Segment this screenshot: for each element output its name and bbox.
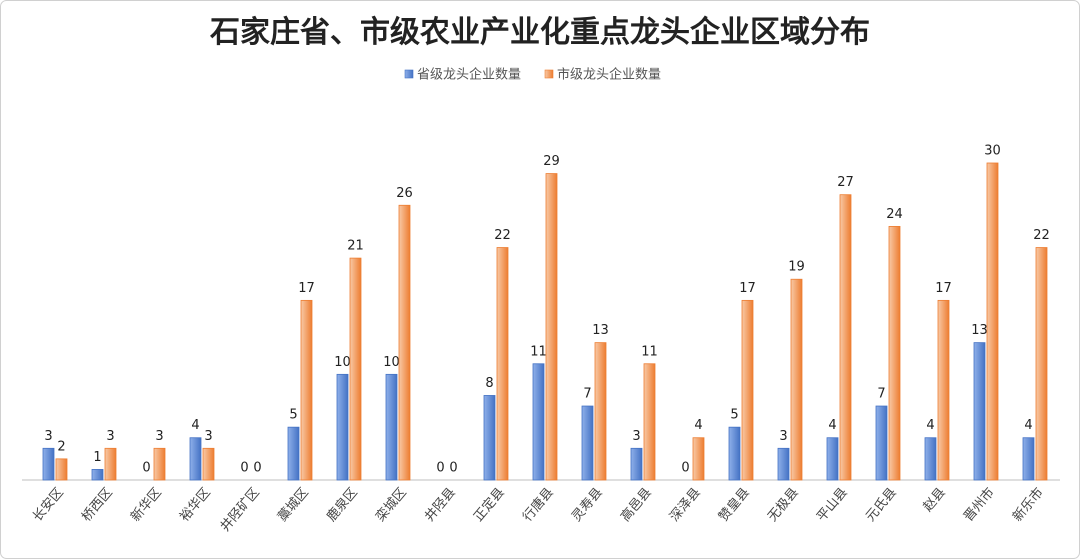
bar	[349, 257, 362, 481]
bar	[924, 437, 937, 481]
value-label: 27	[837, 175, 854, 190]
bar	[777, 447, 790, 481]
legend-label: 市级龙头企业数量	[557, 67, 661, 83]
bar	[839, 194, 852, 481]
value-label: 2	[57, 439, 65, 454]
bar	[42, 447, 55, 481]
value-label: 29	[543, 154, 560, 169]
value-label: 4	[926, 418, 934, 433]
value-label: 11	[641, 344, 658, 359]
value-label: 13	[971, 323, 988, 338]
bar	[483, 395, 496, 481]
bar	[1035, 247, 1048, 481]
value-label: 11	[530, 344, 547, 359]
value-label: 7	[583, 387, 591, 402]
bar	[973, 342, 986, 481]
value-label: 5	[289, 408, 297, 423]
bar	[937, 299, 950, 481]
value-label: 22	[1033, 228, 1050, 243]
legend-swatch	[404, 69, 414, 79]
value-label: 0	[449, 461, 457, 476]
bar	[594, 342, 607, 481]
value-label: 3	[44, 429, 52, 444]
bar	[104, 447, 117, 481]
bar	[741, 299, 754, 481]
bar	[55, 458, 68, 481]
value-label: 7	[877, 387, 885, 402]
bar	[545, 173, 558, 481]
value-label: 0	[142, 461, 150, 476]
value-label: 17	[935, 281, 952, 296]
value-label: 0	[253, 461, 261, 476]
chart-title: 石家庄省、市级农业产业化重点龙头企业区域分布	[209, 15, 870, 50]
value-label: 21	[347, 239, 364, 254]
bar	[202, 447, 215, 481]
value-label: 26	[396, 186, 413, 201]
value-label: 0	[436, 461, 444, 476]
bar	[728, 426, 741, 481]
value-label: 3	[204, 429, 212, 444]
bar	[875, 405, 888, 481]
value-label: 0	[240, 461, 248, 476]
legend-label: 省级龙头企业数量	[417, 67, 521, 83]
bar	[336, 373, 349, 481]
value-label: 3	[106, 429, 114, 444]
bar	[385, 373, 398, 481]
bar	[581, 405, 594, 481]
value-label: 4	[191, 418, 199, 433]
value-label: 3	[632, 429, 640, 444]
bar	[532, 363, 545, 481]
value-label: 4	[694, 418, 702, 433]
value-label: 30	[984, 144, 1001, 159]
bar	[692, 437, 705, 481]
bar	[888, 225, 901, 481]
bar	[91, 469, 104, 481]
value-label: 24	[886, 207, 903, 222]
bar	[153, 447, 166, 481]
value-label: 1	[93, 450, 101, 465]
value-label: 5	[730, 408, 738, 423]
bar	[826, 437, 839, 481]
bar	[790, 278, 803, 481]
value-label: 4	[1024, 418, 1032, 433]
value-label: 19	[788, 260, 805, 275]
value-label: 3	[779, 429, 787, 444]
value-label: 10	[383, 355, 400, 370]
value-label: 8	[485, 376, 493, 391]
value-label: 13	[592, 323, 609, 338]
value-label: 3	[155, 429, 163, 444]
bar	[287, 426, 300, 481]
value-label: 0	[681, 461, 689, 476]
value-label: 22	[494, 228, 511, 243]
value-label: 4	[828, 418, 836, 433]
value-label: 17	[739, 281, 756, 296]
bar	[630, 447, 643, 481]
bar	[398, 204, 411, 481]
bar	[189, 437, 202, 481]
bar	[496, 247, 509, 481]
value-label: 17	[298, 281, 315, 296]
bar	[643, 363, 656, 481]
bar	[1022, 437, 1035, 481]
bar	[300, 299, 313, 481]
bar	[986, 162, 999, 481]
value-label: 10	[334, 355, 351, 370]
legend-swatch	[544, 69, 554, 79]
